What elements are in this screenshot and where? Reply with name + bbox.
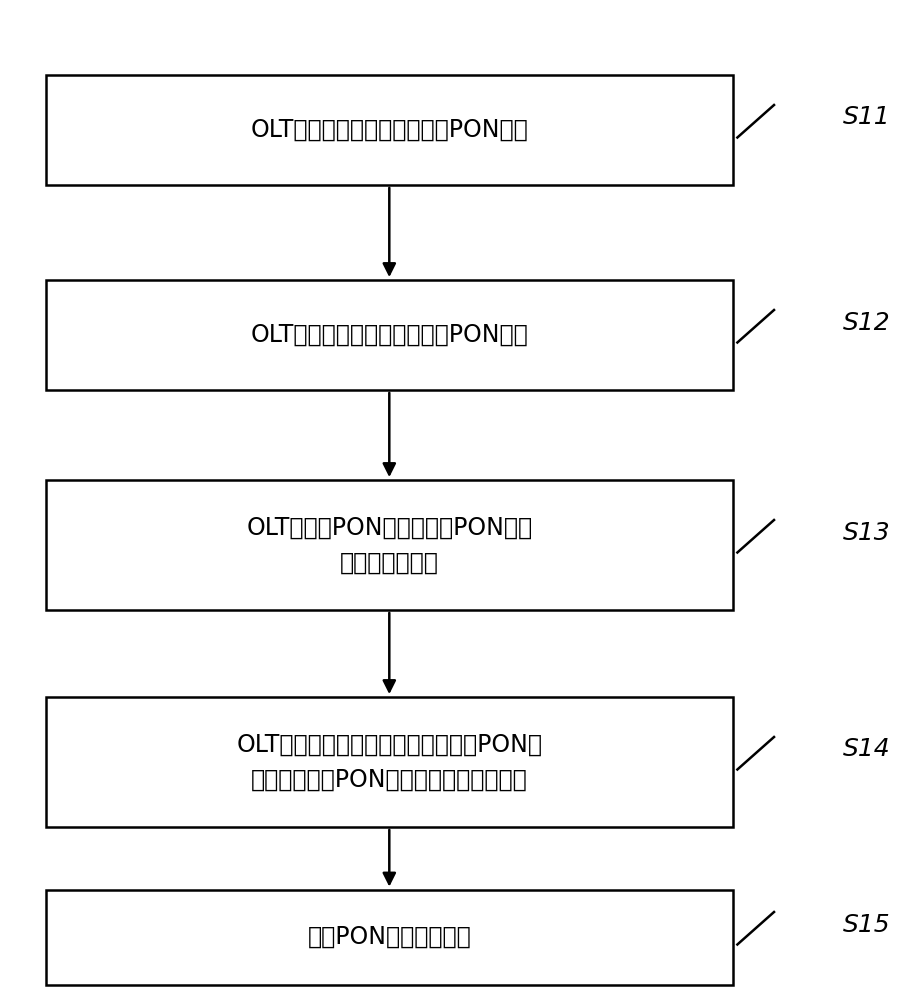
Text: 第二PON终端进行升级: 第二PON终端进行升级 <box>308 925 471 949</box>
Bar <box>46 697 733 827</box>
Bar <box>46 480 733 610</box>
Text: OLT发送全网升级命令到所有PON终端: OLT发送全网升级命令到所有PON终端 <box>250 118 529 142</box>
Text: OLT控制获取到版本文件分片的第一PON终
端给其他第二PON终端传递升级文件分片: OLT控制获取到版本文件分片的第一PON终 端给其他第二PON终端传递升级文件分… <box>236 732 542 792</box>
Text: S15: S15 <box>843 912 890 936</box>
Text: OLT调度先同步升级几台第一PON终端: OLT调度先同步升级几台第一PON终端 <box>250 323 529 347</box>
Text: S11: S11 <box>843 105 890 129</box>
Bar <box>46 280 733 390</box>
Text: S13: S13 <box>843 520 890 544</box>
Bar <box>46 890 733 984</box>
Text: S14: S14 <box>843 738 890 762</box>
Text: OLT给第一PON终端和第二PON终端
建立转发包通道: OLT给第一PON终端和第二PON终端 建立转发包通道 <box>246 515 532 575</box>
Bar <box>46 75 733 185</box>
Text: S12: S12 <box>843 310 890 334</box>
